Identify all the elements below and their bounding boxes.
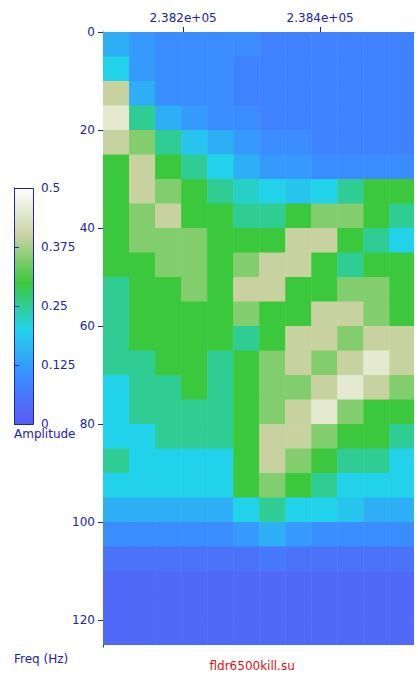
svg-text:2.384e+05: 2.384e+05 [287, 11, 354, 25]
svg-text:0.375: 0.375 [41, 240, 75, 254]
svg-text:40: 40 [80, 221, 95, 235]
svg-text:Amplitude: Amplitude [14, 427, 76, 441]
svg-text:0.25: 0.25 [41, 299, 68, 313]
svg-text:0: 0 [87, 25, 95, 39]
svg-text:100: 100 [72, 515, 95, 529]
svg-text:20: 20 [80, 123, 95, 137]
svg-text:0.5: 0.5 [41, 181, 60, 195]
svg-text:60: 60 [80, 319, 95, 333]
svg-text:0: 0 [41, 417, 49, 431]
svg-text:120: 120 [72, 613, 95, 627]
svg-text:2.382e+05: 2.382e+05 [150, 11, 217, 25]
svg-text:Freq (Hz): Freq (Hz) [14, 652, 68, 666]
svg-text:80: 80 [80, 417, 95, 431]
svg-text:0.125: 0.125 [41, 358, 75, 372]
svg-text:fldr6500kill.su: fldr6500kill.su [210, 659, 295, 673]
